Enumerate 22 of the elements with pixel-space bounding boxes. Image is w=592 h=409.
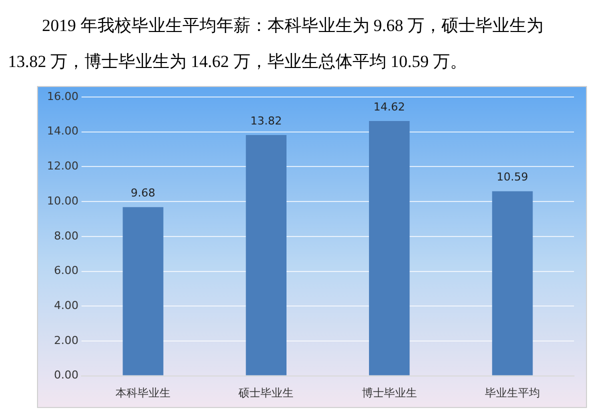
y-tick-label: 0.00 (54, 368, 78, 382)
x-tick-label: 本科毕业生 (116, 386, 171, 400)
y-tick-label: 14.00 (46, 124, 78, 138)
y-tick-label: 8.00 (54, 229, 78, 242)
y-tick-label: 4.00 (54, 298, 78, 312)
data-label: 13.82 (250, 114, 282, 128)
y-tick-label: 6.00 (54, 264, 78, 278)
y-tick-label: 16.00 (46, 90, 78, 103)
y-tick-label: 12.00 (46, 160, 78, 173)
data-label: 9.68 (130, 186, 156, 200)
chart-title: 2019 年我校毕业生平均年薪：本科毕业生为 9.68 万，硕士毕业生为 13.82 万，博士毕业生为 14.62 万，毕业生总体平均 10.59 万。 (8, 15, 544, 73)
x-tick-label: 博士毕业生 (362, 386, 417, 400)
data-label: 14.62 (374, 100, 406, 114)
x-tick-label: 硕士毕业生 (238, 386, 294, 400)
y-tick-label: 2.00 (54, 334, 78, 347)
bar (122, 207, 164, 376)
bar (368, 121, 410, 376)
x-tick-label: 毕业生平均 (484, 386, 540, 400)
data-label: 10.59 (496, 170, 528, 184)
bar (246, 134, 286, 376)
y-tick-label: 10.00 (46, 194, 78, 208)
bar (492, 191, 533, 376)
